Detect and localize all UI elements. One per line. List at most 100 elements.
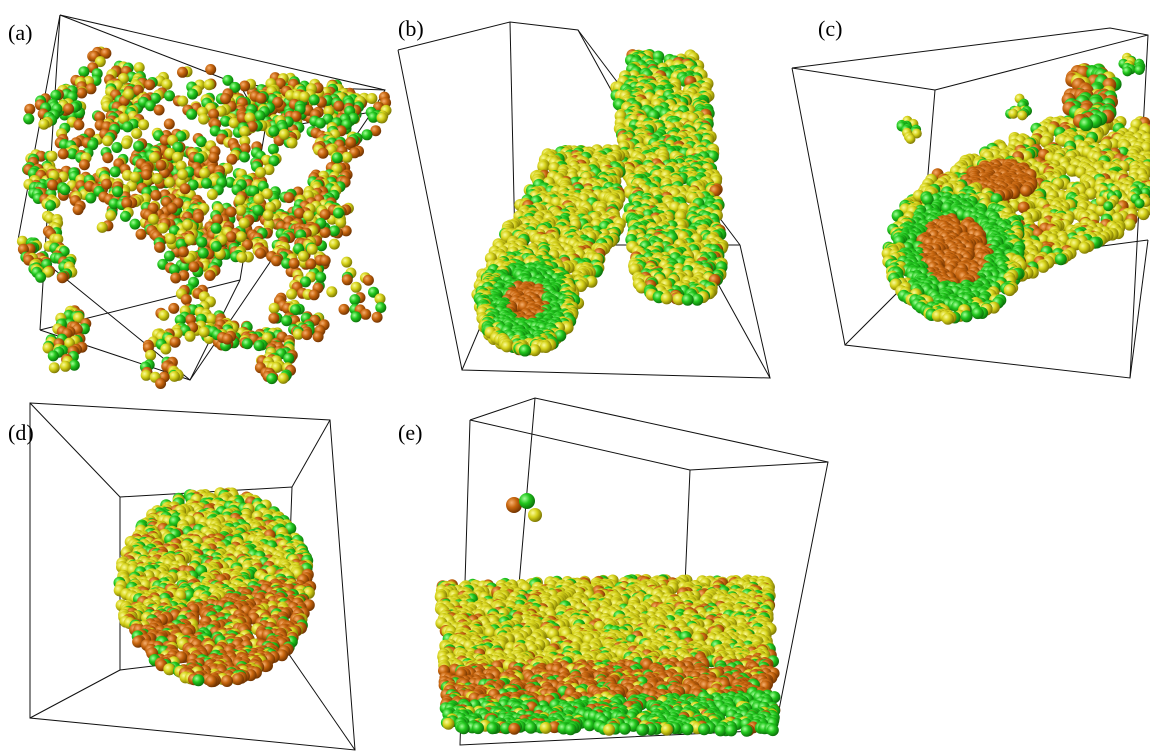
bead <box>333 208 344 219</box>
bead <box>255 248 266 259</box>
bead <box>236 252 247 263</box>
bead <box>286 289 297 300</box>
bead <box>48 350 59 361</box>
bead <box>102 152 113 163</box>
bead <box>307 244 318 255</box>
bead <box>206 313 217 324</box>
bead <box>332 152 343 163</box>
bead <box>234 195 245 206</box>
bead <box>121 138 132 149</box>
bead <box>122 121 133 132</box>
bead <box>540 341 552 353</box>
bead <box>136 229 147 240</box>
bead <box>329 239 340 250</box>
bead <box>120 211 131 222</box>
bead <box>269 303 280 314</box>
bead <box>268 144 279 155</box>
bead <box>185 234 196 245</box>
bead <box>363 275 374 286</box>
beads <box>17 47 1150 737</box>
bead <box>189 261 200 272</box>
bead <box>281 315 292 326</box>
bead <box>377 112 388 123</box>
bead <box>301 329 312 340</box>
bead <box>211 241 222 252</box>
bead <box>152 173 163 184</box>
bead <box>199 168 210 179</box>
bead <box>130 219 141 230</box>
bead <box>180 183 191 194</box>
bead <box>313 331 324 342</box>
bead <box>253 205 264 216</box>
bead <box>239 81 250 92</box>
bead <box>205 64 216 75</box>
bead <box>201 178 212 189</box>
bead <box>198 114 209 125</box>
bead <box>169 371 180 382</box>
bead <box>101 179 112 190</box>
bead <box>254 340 265 351</box>
bead <box>205 270 216 281</box>
bead <box>326 286 337 297</box>
bead <box>360 309 371 320</box>
bead <box>110 166 121 177</box>
bead <box>199 327 210 338</box>
bead <box>49 362 60 373</box>
bead <box>268 313 279 324</box>
bead <box>196 136 207 147</box>
bead <box>271 255 282 266</box>
bead <box>24 104 35 115</box>
bead <box>198 248 209 259</box>
bead <box>204 79 215 90</box>
bead <box>47 179 58 190</box>
bead <box>342 274 353 285</box>
bead <box>266 373 277 384</box>
bead <box>349 294 360 305</box>
bead <box>345 137 356 148</box>
bead <box>351 311 362 322</box>
bead <box>196 237 207 248</box>
bead <box>47 151 58 162</box>
bead <box>254 110 265 121</box>
bead <box>79 159 90 170</box>
bead <box>156 160 167 171</box>
bead <box>60 361 71 372</box>
bead <box>187 89 198 100</box>
bead <box>362 129 373 140</box>
bead <box>130 172 141 183</box>
bead <box>333 101 344 112</box>
bead <box>59 184 70 195</box>
bead <box>239 152 250 163</box>
bead <box>141 169 152 180</box>
bead <box>76 88 87 99</box>
bead <box>181 294 192 305</box>
bead <box>145 350 156 361</box>
bead <box>339 304 350 315</box>
bead <box>123 89 134 100</box>
bead <box>309 289 320 300</box>
bead <box>121 198 132 209</box>
bead <box>131 128 142 139</box>
bead <box>283 353 294 364</box>
bead <box>78 66 89 77</box>
bead <box>177 169 188 180</box>
bead <box>63 103 74 114</box>
bead <box>45 200 56 211</box>
bead <box>111 142 122 153</box>
bead <box>185 331 196 342</box>
bead <box>133 141 144 152</box>
bead <box>253 194 264 205</box>
bead <box>279 129 290 140</box>
bead <box>255 167 266 178</box>
bead <box>57 272 68 283</box>
bead <box>207 189 218 200</box>
bead <box>519 345 531 357</box>
bead <box>211 223 222 234</box>
figure: (a) (b) (c) (d) (e) <box>0 0 1150 755</box>
bead <box>298 251 309 262</box>
bead <box>155 378 166 389</box>
bead <box>236 231 247 242</box>
bead <box>315 272 326 283</box>
bead <box>351 282 362 293</box>
bead <box>318 148 329 159</box>
